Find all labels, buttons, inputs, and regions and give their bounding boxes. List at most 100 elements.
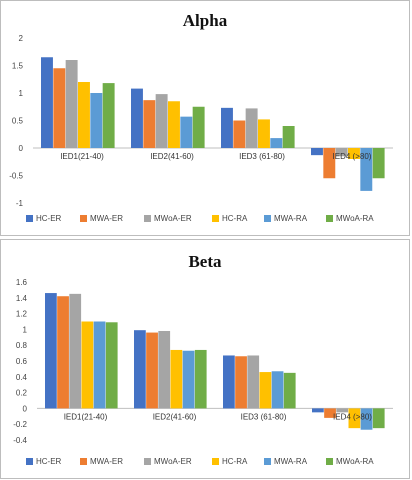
legend-label: MWA-RA	[274, 214, 308, 223]
bar	[271, 371, 284, 409]
legend-swatch	[144, 458, 151, 465]
bar	[158, 330, 171, 409]
bar	[143, 100, 156, 148]
y-tick-label: -0.2	[13, 420, 27, 429]
legend-swatch	[326, 215, 333, 222]
beta-chart: Beta -0.4 -0.2 0 0.2 0.4 0.6 0.8 1 1.2 1.4 1.6 IED1…	[13, 252, 393, 466]
chart-title: Beta	[188, 252, 222, 271]
category-label: IED2(41-60)	[153, 412, 197, 421]
bar	[131, 88, 143, 148]
bar	[134, 330, 146, 409]
category-label: IED1(21-40)	[64, 412, 108, 421]
bar	[282, 126, 295, 148]
y-tick-label: 0	[23, 404, 28, 413]
bar	[223, 355, 235, 409]
bar	[348, 408, 361, 429]
bar	[69, 293, 82, 409]
bar	[102, 83, 115, 148]
legend-swatch	[212, 215, 219, 222]
category-label: IED4 (>80)	[333, 152, 372, 161]
y-tick-label: -1	[16, 199, 24, 208]
y-tick-label: 1	[19, 89, 24, 98]
y-tick-label: -0.5	[9, 172, 23, 181]
category-label: IED2(41-60)	[150, 152, 194, 161]
bar	[311, 148, 323, 156]
bar	[360, 148, 373, 191]
bar	[312, 408, 324, 413]
y-tick-label: 1.6	[16, 278, 28, 287]
legend-label: MWoA-RA	[336, 214, 374, 223]
y-tick-label: -0.4	[13, 436, 27, 445]
y-tick-label: 1	[23, 325, 28, 334]
bar	[41, 57, 53, 148]
bar	[372, 148, 385, 179]
bar	[57, 296, 69, 409]
bar	[259, 372, 272, 409]
alpha-chart-panel: Alpha -1 -0.5 0 0.5 1 1.5 2 IED1(21-40) IED2(41-…	[0, 0, 410, 236]
bar	[182, 350, 195, 409]
y-tick-label: 0.4	[16, 373, 28, 382]
bar	[180, 116, 193, 148]
bar	[360, 408, 373, 430]
bar	[221, 107, 233, 148]
y-tick-label: 2	[19, 34, 24, 43]
legend-label: MWoA-ER	[154, 457, 192, 466]
y-tick-label: 1.2	[16, 310, 28, 319]
legend-label: HC-ER	[36, 457, 62, 466]
bar	[323, 148, 336, 179]
bar	[336, 408, 349, 413]
bar	[65, 60, 78, 148]
bar	[247, 355, 260, 409]
bar	[168, 101, 180, 148]
legend-label: MWA-RA	[274, 457, 308, 466]
bar	[53, 68, 66, 148]
bar	[146, 332, 158, 409]
legend-swatch	[144, 215, 151, 222]
y-tick-label: 0.2	[16, 389, 28, 398]
bar	[78, 82, 90, 148]
legend-label: MWA-ER	[90, 214, 123, 223]
legend-label: MWoA-ER	[154, 214, 192, 223]
category-label: IED1(21-40)	[60, 152, 104, 161]
legend-swatch	[26, 458, 33, 465]
legend-swatch	[26, 215, 33, 222]
bar	[348, 148, 360, 159]
legend-swatch	[80, 458, 87, 465]
category-label: IED3 (61-80)	[241, 412, 287, 421]
bar	[45, 293, 57, 409]
legend-swatch	[264, 458, 271, 465]
bar	[233, 120, 246, 148]
bar	[170, 349, 183, 409]
category-label: IED4 (>80)	[333, 412, 372, 421]
bar	[93, 321, 106, 409]
beta-chart-panel: Beta -0.4 -0.2 0 0.2 0.4 0.6 0.8 1 1.2 1.4 1.6 IED1…	[0, 239, 410, 479]
legend-swatch	[212, 458, 219, 465]
legend-swatch	[80, 215, 87, 222]
legend-label: HC-RA	[222, 457, 248, 466]
legend-swatch	[326, 458, 333, 465]
y-tick-label: 0.5	[12, 117, 24, 126]
y-tick-label: 1.5	[12, 62, 24, 71]
bar	[81, 321, 94, 409]
legend-label: MWA-ER	[90, 457, 123, 466]
bar	[245, 108, 258, 148]
category-label: IED3 (61-80)	[239, 152, 285, 161]
legend-label: HC-RA	[222, 214, 248, 223]
legend-swatch	[264, 215, 271, 222]
bar	[155, 94, 168, 148]
bar	[372, 408, 385, 429]
bar	[335, 148, 348, 157]
bar	[283, 372, 296, 409]
bar	[194, 349, 207, 409]
bar	[258, 119, 270, 148]
bar	[235, 356, 247, 409]
bar	[105, 322, 118, 409]
legend-label: HC-ER	[36, 214, 62, 223]
y-tick-label: 0	[19, 144, 24, 153]
legend-label: MWoA-RA	[336, 457, 374, 466]
bar	[90, 93, 103, 148]
bar	[270, 138, 283, 148]
chart-title: Alpha	[183, 11, 228, 30]
y-tick-label: 0.6	[16, 357, 28, 366]
bar	[192, 106, 205, 148]
